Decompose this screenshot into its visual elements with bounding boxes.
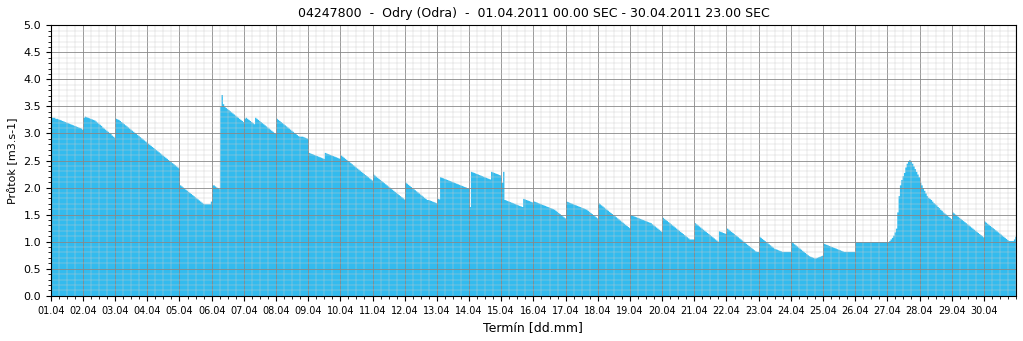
Y-axis label: Průtok [m3.s-1]: Průtok [m3.s-1] (7, 117, 17, 204)
X-axis label: Termín [dd.mm]: Termín [dd.mm] (484, 321, 583, 334)
Title: 04247800  -  Odry (Odra)  -  01.04.2011 00.00 SEC - 30.04.2011 23.00 SEC: 04247800 - Odry (Odra) - 01.04.2011 00.0… (298, 7, 769, 20)
